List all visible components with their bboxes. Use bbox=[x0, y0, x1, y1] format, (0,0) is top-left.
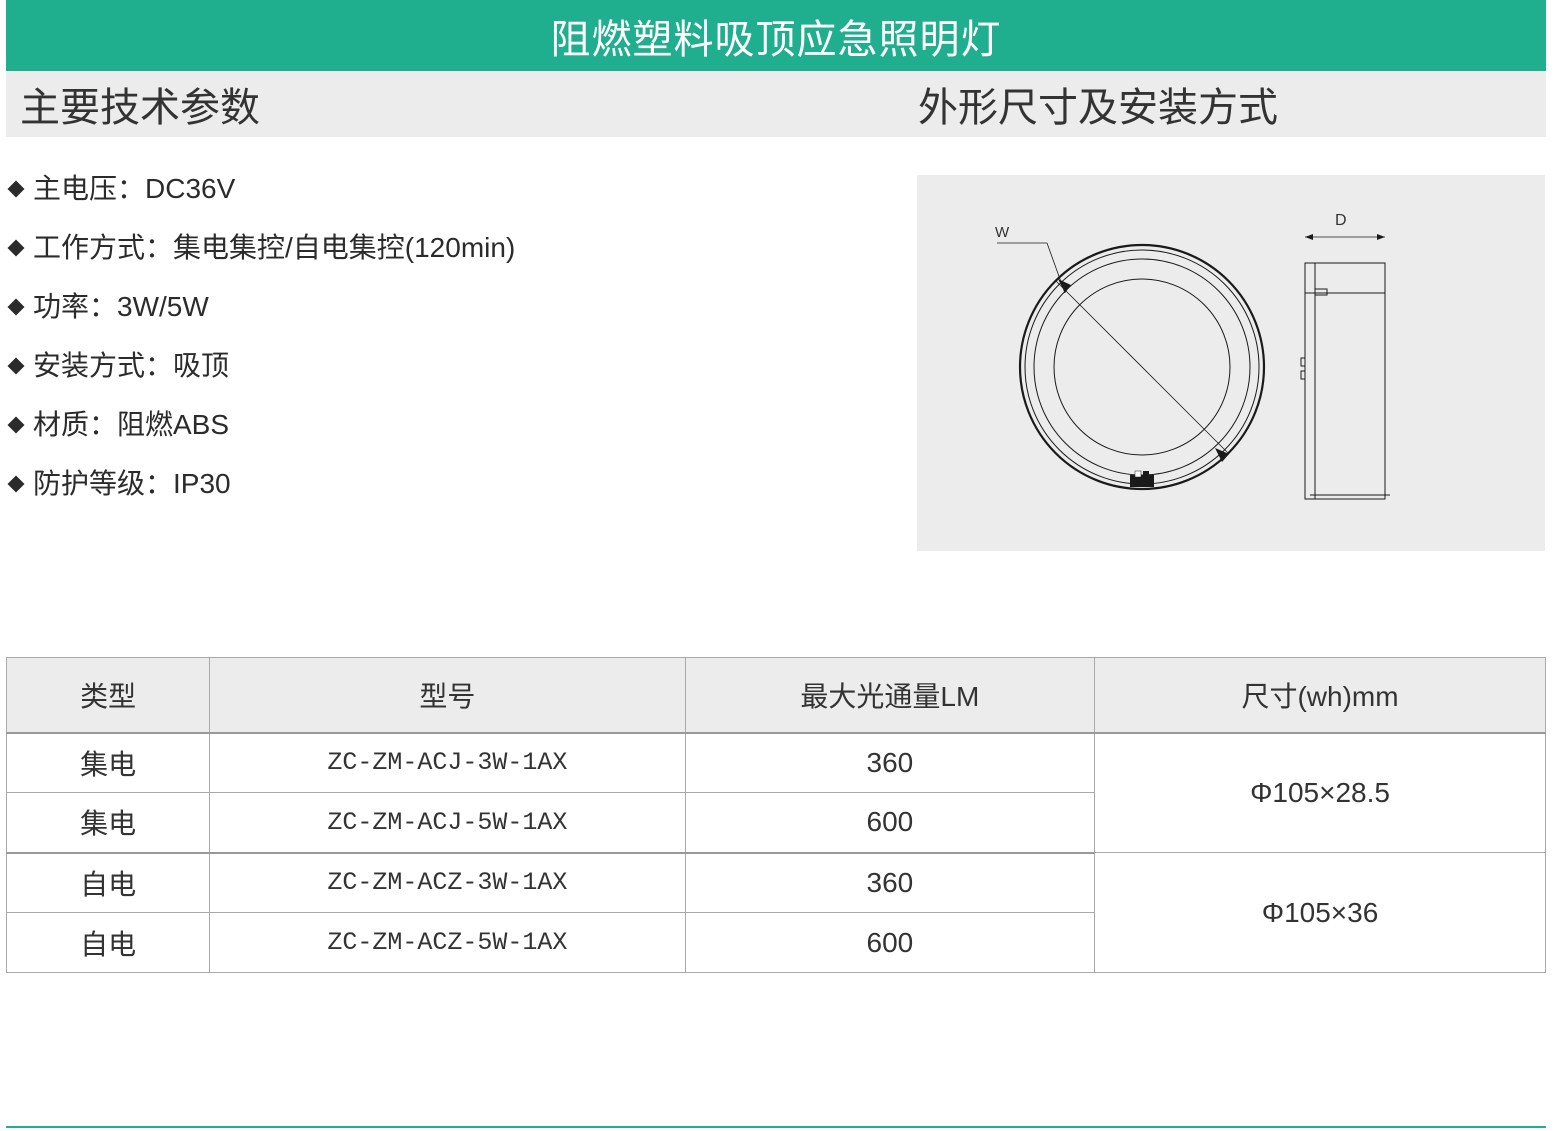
svg-text:D: D bbox=[1335, 212, 1347, 229]
svg-text:W: W bbox=[995, 224, 1010, 241]
